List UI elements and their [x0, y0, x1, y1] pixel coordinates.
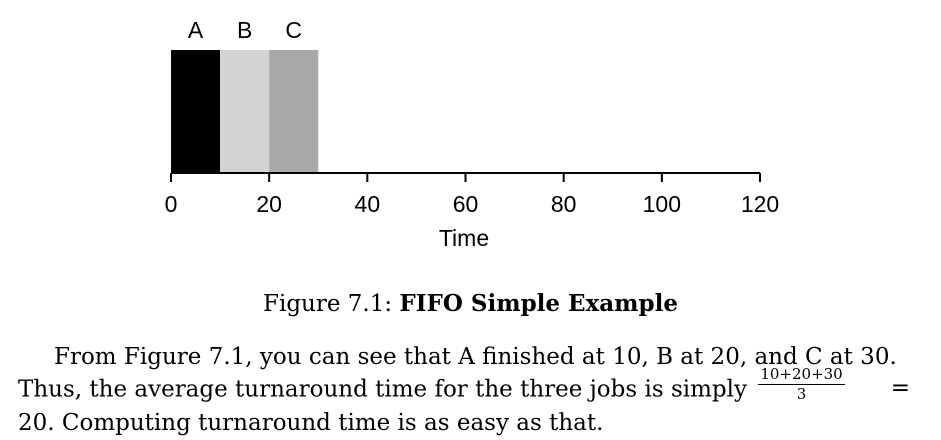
caption-title: FIFO Simple Example: [399, 290, 678, 317]
x-tick-label: 20: [256, 191, 282, 217]
fraction-denominator: 3: [796, 385, 807, 403]
bar-label-a: A: [188, 17, 204, 43]
bar-job-b: [220, 50, 270, 173]
paragraph-line-2-text: Thus, the average turnaround time for th…: [18, 376, 748, 403]
average-fraction: 10+20+30 3: [758, 365, 845, 403]
equals-sign: =: [890, 375, 910, 401]
caption-prefix: Figure 7.1:: [263, 291, 400, 317]
body-paragraph: From Figure 7.1, you can see that A fini…: [18, 342, 928, 439]
x-ticks-group: 0 20 40 60 80 100 120: [165, 173, 779, 217]
x-tick-label: 40: [355, 191, 381, 217]
x-axis-label: Time: [439, 225, 489, 251]
x-tick-label: 120: [741, 191, 779, 217]
paragraph-line-2: Thus, the average turnaround time for th…: [18, 367, 928, 408]
bar-labels-group: A B C: [188, 17, 302, 43]
fraction-numerator: 10+20+30: [758, 365, 845, 385]
bar-job-c: [269, 50, 319, 173]
paragraph-line-1: From Figure 7.1, you can see that A fini…: [54, 344, 897, 370]
figure-caption: Figure 7.1: FIFO Simple Example: [0, 290, 941, 317]
paragraph-line-3: 20. Computing turnaround time is as easy…: [18, 410, 604, 436]
x-tick-label: 60: [453, 191, 479, 217]
x-tick-label: 100: [643, 191, 681, 217]
bar-label-c: C: [285, 17, 302, 43]
x-tick-label: 0: [165, 191, 178, 217]
fifo-timeline-chart: A B C 0 20 40 60 80 100 120 Time: [165, 17, 780, 251]
bar-job-a: [171, 50, 221, 173]
bars-group: [171, 50, 319, 173]
x-tick-label: 80: [551, 191, 577, 217]
bar-label-b: B: [237, 17, 252, 43]
